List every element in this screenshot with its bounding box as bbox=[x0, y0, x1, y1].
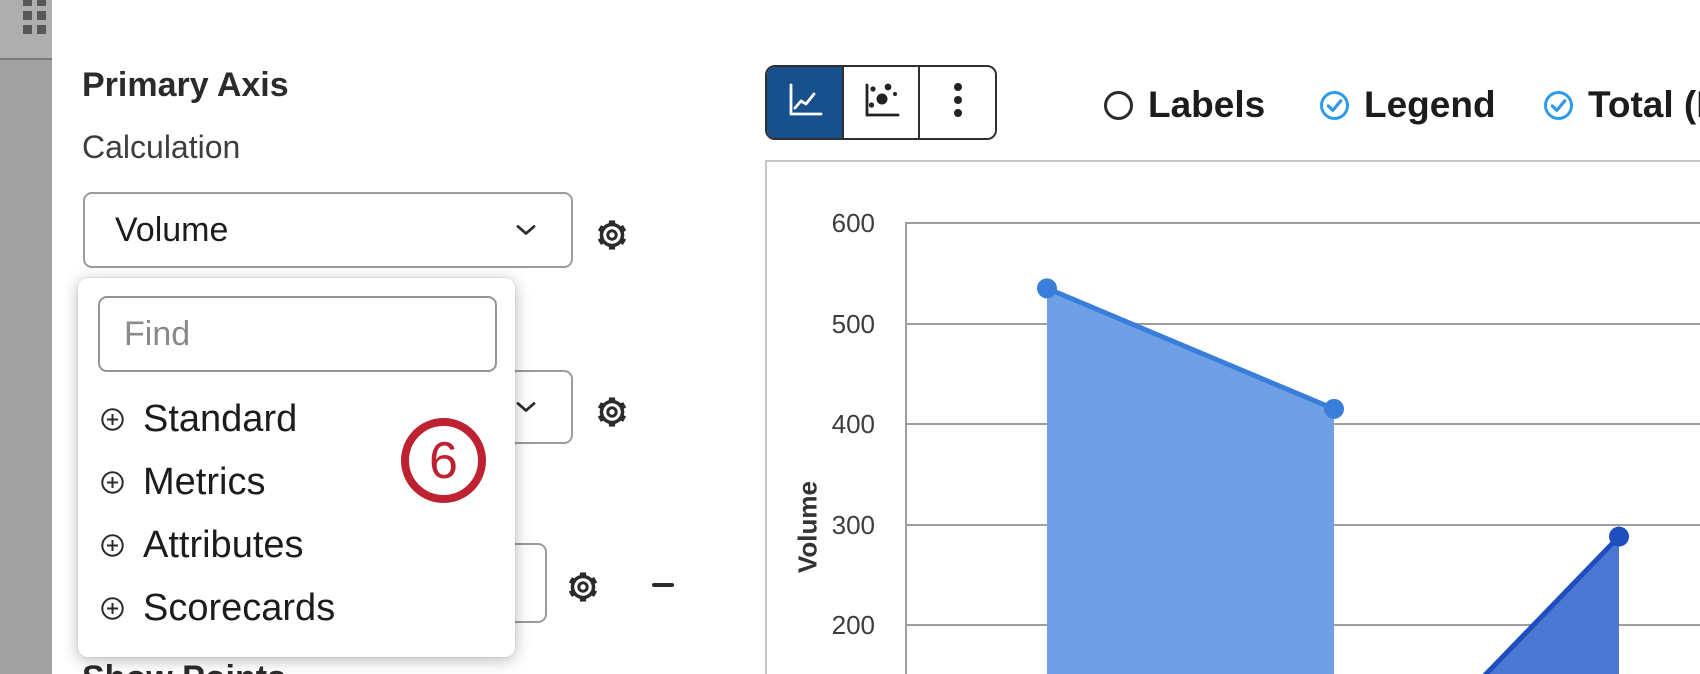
total-n-toggle-label: Total (N bbox=[1588, 84, 1700, 125]
circle-plus-icon[interactable] bbox=[100, 596, 125, 621]
legend-toggle-label: Legend bbox=[1364, 84, 1496, 125]
marker-series-2[interactable] bbox=[1609, 526, 1629, 547]
remove-minus-icon[interactable] bbox=[652, 583, 674, 587]
annotation-number: 6 bbox=[429, 431, 458, 490]
section-title: Primary Axis bbox=[82, 66, 289, 104]
circle-plus-icon[interactable] bbox=[100, 407, 125, 432]
marker-series-1[interactable] bbox=[1324, 398, 1344, 419]
area-series-1 bbox=[1047, 288, 1334, 674]
scatter-chart-button[interactable] bbox=[841, 67, 919, 138]
left-rail bbox=[0, 0, 52, 674]
line-chart-icon bbox=[781, 78, 827, 127]
y-tick-label-600: 600 bbox=[831, 208, 875, 238]
area-chart-plot bbox=[1037, 278, 1629, 674]
rail-divider bbox=[0, 58, 52, 60]
dropdown-item-metrics[interactable]: Metrics bbox=[78, 451, 515, 514]
gridline-600 bbox=[905, 222, 1700, 224]
legend-toggle[interactable]: Legend bbox=[1319, 84, 1496, 125]
secondary-settings-gear-icon[interactable] bbox=[594, 394, 630, 430]
dropdown-item-attributes[interactable]: Attributes bbox=[78, 514, 515, 577]
dropdown-item-scorecards[interactable]: Scorecards bbox=[78, 577, 515, 640]
show-points-label: Show Points bbox=[82, 659, 286, 674]
line-chart-button[interactable] bbox=[767, 67, 842, 138]
y-tick-label-300: 300 bbox=[831, 509, 875, 540]
find-search-input[interactable] bbox=[98, 296, 497, 372]
gridline-500 bbox=[905, 322, 1700, 325]
marker-series-1[interactable] bbox=[1037, 278, 1057, 299]
calculation-label: Calculation bbox=[82, 129, 241, 165]
kebab-menu-icon bbox=[952, 78, 964, 127]
dropdown-item-standard[interactable]: Standard bbox=[78, 388, 515, 451]
y-tick-label-500: 500 bbox=[831, 308, 875, 339]
y-tick-label-400: 400 bbox=[831, 409, 875, 439]
y-tick-label-200: 200 bbox=[831, 610, 875, 640]
dropdown-item-label: Standard bbox=[143, 398, 298, 440]
y-axis-line bbox=[905, 223, 907, 674]
more-options-button[interactable] bbox=[918, 67, 995, 138]
chevron-down-icon bbox=[516, 402, 536, 413]
calculation-settings-gear-icon[interactable] bbox=[594, 217, 630, 253]
chevron-down-icon bbox=[516, 225, 536, 236]
annotation-circle-6: 6 bbox=[400, 417, 487, 504]
dropdown-item-label: Scorecards bbox=[143, 587, 336, 629]
dropdown-item-label: Attributes bbox=[143, 524, 304, 566]
circle-icon bbox=[1104, 90, 1133, 120]
chart-type-toolbar bbox=[765, 65, 997, 140]
check-circle-icon bbox=[1320, 90, 1349, 120]
tertiary-settings-gear-icon[interactable] bbox=[565, 569, 601, 605]
dropdown-item-label: Metrics bbox=[143, 461, 266, 503]
check-circle-icon bbox=[1544, 90, 1573, 120]
line-series-1 bbox=[1046, 286, 1335, 412]
labels-toggle-label: Labels bbox=[1148, 84, 1266, 125]
line-series-2 bbox=[1482, 534, 1621, 674]
labels-toggle[interactable]: Labels bbox=[1103, 84, 1266, 125]
total-n-toggle[interactable]: Total (N bbox=[1543, 84, 1700, 125]
calculation-dropdown-panel: Standard Metrics Attributes Scorecards bbox=[78, 278, 515, 657]
scatter-chart-icon bbox=[858, 77, 904, 128]
dropdown-category-list: Standard Metrics Attributes Scorecards bbox=[78, 388, 515, 640]
circle-plus-icon[interactable] bbox=[100, 470, 125, 495]
chart-card: Volume 600 500 400 300 200 bbox=[765, 160, 1700, 674]
area-series-2 bbox=[1486, 536, 1619, 674]
calculation-select[interactable]: Volume bbox=[83, 192, 573, 268]
calculation-select-value: Volume bbox=[115, 210, 229, 249]
circle-plus-icon[interactable] bbox=[100, 533, 125, 558]
